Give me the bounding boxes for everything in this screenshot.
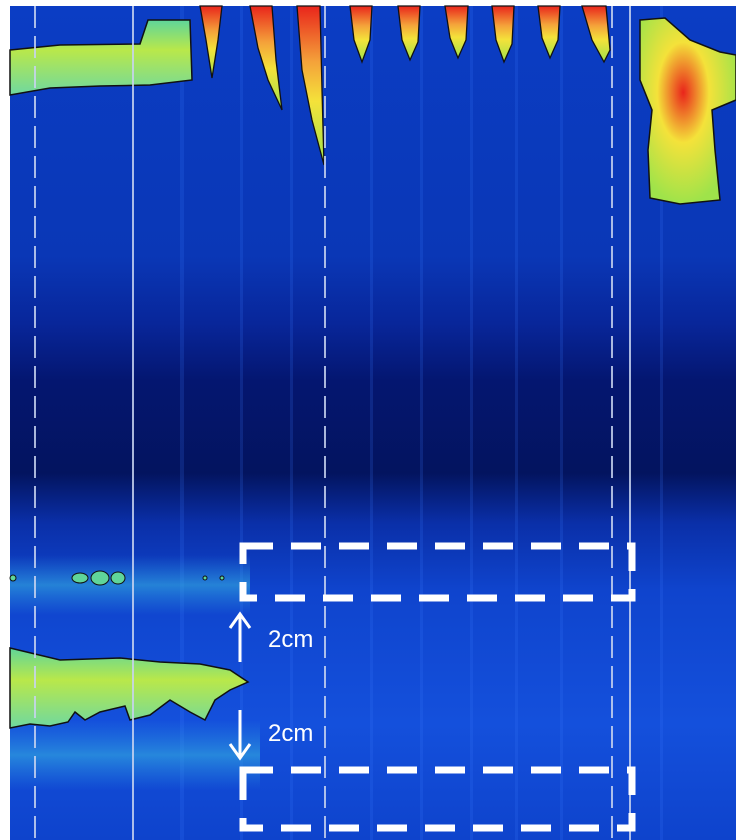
vertical-streaks <box>180 6 663 840</box>
lower-pressure-halo <box>10 555 250 615</box>
small-pressure-blobs <box>9 570 225 586</box>
down-arrow <box>228 710 252 761</box>
lower-dashed-box <box>239 766 636 832</box>
lower-pressure-halo-2 <box>10 720 260 790</box>
lower-left-pressure-band <box>9 647 250 729</box>
up-arrow <box>228 611 252 662</box>
reference-lines <box>34 6 631 840</box>
upper-dashed-box <box>239 542 636 602</box>
upper-distance-label: 2cm <box>268 626 314 653</box>
lower-distance-label: 2cm <box>268 720 314 747</box>
upper-left-pressure-band <box>9 19 193 96</box>
upper-right-pressure-region <box>639 17 736 205</box>
swallow-waves <box>199 5 611 166</box>
